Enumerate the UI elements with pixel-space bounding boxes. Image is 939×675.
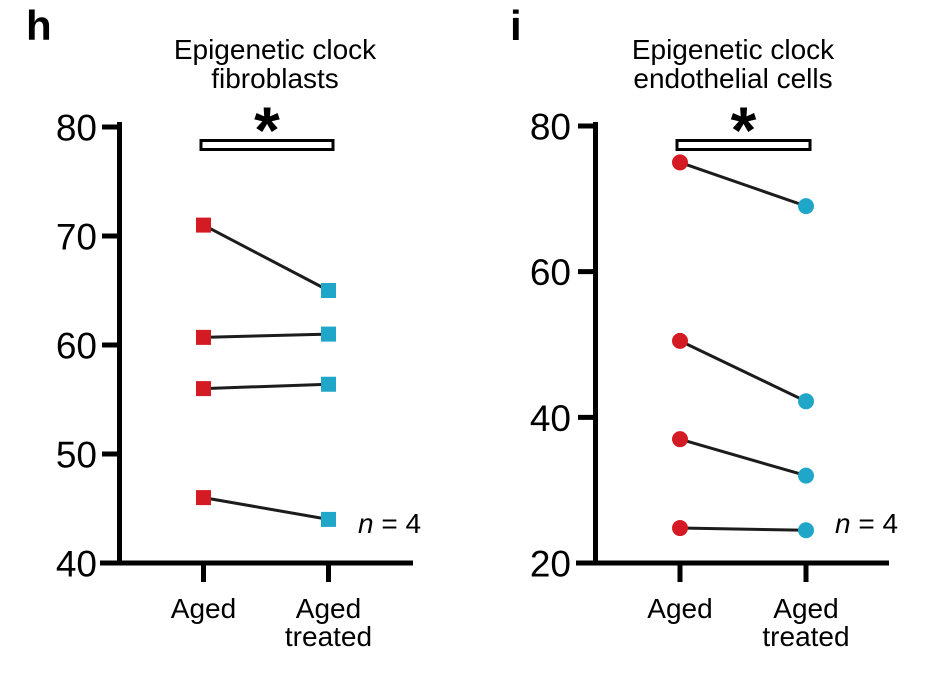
marker-aged-i-3 [672, 431, 688, 448]
pair-line-h-3 [203, 382, 329, 391]
pair-line-h-1 [202, 223, 330, 292]
pair-line-h-2 [203, 332, 329, 339]
panel-i-title-line1: Epigenetic clock [631, 34, 835, 65]
marker-aged-h-4 [196, 490, 211, 506]
marker-aged-h-2 [196, 329, 211, 345]
marker-treated-h-4 [321, 511, 336, 527]
marker-aged-h-1 [196, 217, 211, 233]
significance-bracket-h [199, 139, 335, 151]
significance-star-h: * [254, 93, 280, 167]
pair-line-i-4 [679, 526, 807, 532]
pair-line-i-2 [679, 339, 807, 403]
marker-treated-i-2 [798, 393, 814, 410]
y-tick-label-h-70: 70 [56, 217, 97, 258]
panel-h-title: Epigenetic clock fibroblasts [115, 35, 435, 93]
y-tick-label-h-60: 60 [56, 326, 97, 367]
panel-i-n-value: = 4 [850, 508, 899, 539]
marker-treated-i-1 [798, 198, 814, 215]
y-tick-label-h-80: 80 [56, 108, 97, 149]
pair-line-i-1 [679, 160, 807, 208]
y-tick-label-i-40: 40 [530, 398, 571, 439]
marker-aged-h-3 [196, 381, 211, 397]
panel-i-title: Epigenetic clock endothelial cells [573, 35, 893, 93]
panel-label-i: i [510, 2, 522, 49]
pair-line-i-3 [679, 437, 807, 478]
panel-h-n-annotation: n = 4 [358, 508, 421, 540]
y-tick-label-i-60: 60 [530, 252, 571, 293]
panel-i-n-annotation: n = 4 [835, 508, 898, 540]
marker-treated-h-2 [321, 326, 336, 342]
y-tick-label-h-50: 50 [56, 435, 97, 476]
panel-i-n-symbol: n [835, 508, 851, 539]
significance-star-i: * [731, 93, 757, 167]
panel-label-h: h [26, 2, 52, 49]
y-tick-label-i-20: 20 [530, 544, 571, 585]
marker-treated-h-3 [321, 376, 336, 392]
panel-h-n-value: = 4 [373, 508, 422, 539]
y-tick-label-i-80: 80 [530, 107, 571, 148]
y-tick-label-h-40: 40 [56, 544, 97, 585]
category-label-i-1: Aged treated [762, 593, 849, 652]
marker-treated-h-1 [321, 283, 336, 298]
pair-line-h-4 [203, 496, 329, 521]
category-label-h-1: Aged treated [285, 593, 372, 652]
category-label-h-0: Aged [171, 593, 236, 624]
panel-h-title-line1: Epigenetic clock [173, 34, 377, 65]
significance-bracket-i [675, 139, 812, 151]
panel-i-title-line2: endothelial cells [633, 63, 833, 94]
marker-treated-i-4 [798, 522, 814, 539]
marker-aged-i-4 [672, 520, 688, 537]
marker-aged-i-2 [672, 332, 688, 349]
category-label-i-0: Aged [647, 593, 712, 624]
marker-treated-i-3 [798, 467, 814, 484]
panel-h-title-line2: fibroblasts [211, 63, 339, 94]
marker-aged-i-1 [672, 154, 688, 171]
panel-h-n-symbol: n [358, 508, 374, 539]
